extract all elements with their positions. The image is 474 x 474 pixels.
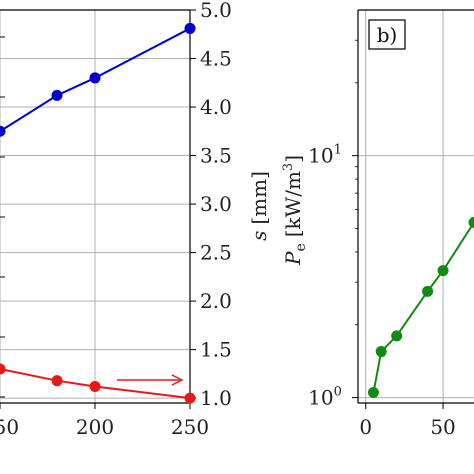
y-tick-exponent: 1 bbox=[334, 143, 342, 158]
series-1-point bbox=[0, 363, 6, 375]
y-tick-exponent: 0 bbox=[334, 385, 342, 400]
series-0-point bbox=[51, 89, 63, 101]
right-axis-tick-label: 2.5 bbox=[200, 241, 232, 265]
y-axis-label: Pe [kW/m3] bbox=[281, 155, 309, 266]
panel-a: 1.0 1.5 2.0 2.5 3.0 3.5 4.0 4.5 5.0 150 200 250 s [mm… bbox=[0, 0, 271, 439]
x-axis-tick-label: 250 bbox=[171, 415, 209, 439]
right-axis-tick-label: 4.5 bbox=[200, 47, 232, 71]
series-1-point bbox=[89, 381, 101, 393]
y-label-unit-superscript: 3 bbox=[281, 163, 296, 171]
panel-label: b) bbox=[377, 23, 398, 47]
right-axis-tick-label: 1.0 bbox=[200, 386, 232, 410]
panel-label-box bbox=[368, 19, 406, 50]
x-axis-tick-label: 50 bbox=[430, 415, 455, 439]
series-0-point bbox=[89, 72, 101, 84]
series-0-line bbox=[0, 27, 191, 133]
x-axis-tick-label: 150 bbox=[0, 415, 19, 439]
series-0-point bbox=[0, 125, 6, 137]
series-point bbox=[367, 386, 379, 398]
right-axis-tick-label: 3.5 bbox=[200, 144, 232, 168]
right-axis-label-symbol: s bbox=[247, 231, 271, 241]
y-label-unit-end: ] bbox=[281, 155, 305, 163]
right-axis-label-unit: [mm] bbox=[247, 171, 271, 225]
series-point bbox=[468, 216, 474, 228]
right-axis-tick-label: 2.0 bbox=[200, 289, 232, 313]
x-axis-tick-label: 0 bbox=[359, 415, 372, 439]
series-point bbox=[422, 285, 434, 297]
x-axis-tick-label: 200 bbox=[76, 415, 114, 439]
y-tick-base: 10 bbox=[308, 144, 333, 168]
y-label-subscript: e bbox=[293, 243, 309, 251]
series-1-line bbox=[0, 368, 191, 400]
right-axis-label: s [mm] bbox=[247, 171, 271, 241]
y-label-symbol: P bbox=[281, 251, 305, 266]
series-point bbox=[391, 330, 403, 342]
right-axis-tick-label: 3.0 bbox=[200, 192, 232, 216]
right-axis-tick-label: 4.0 bbox=[200, 95, 232, 119]
annotation-arrow-head bbox=[171, 374, 184, 386]
series-1-point bbox=[51, 375, 63, 387]
right-axis-tick-label: 5.0 bbox=[200, 0, 232, 22]
y-label-unit: [kW/m bbox=[281, 171, 305, 237]
series-0-point bbox=[184, 22, 196, 34]
y-axis-tick-label: 101 bbox=[308, 143, 342, 168]
series-line bbox=[372, 221, 474, 393]
y-axis-tick-label: 100 bbox=[308, 385, 342, 410]
y-tick-base: 10 bbox=[308, 386, 333, 410]
series-point bbox=[437, 265, 449, 277]
series-1-point bbox=[184, 392, 196, 404]
series-point bbox=[375, 346, 387, 358]
right-axis-tick-label: 1.5 bbox=[200, 338, 232, 362]
